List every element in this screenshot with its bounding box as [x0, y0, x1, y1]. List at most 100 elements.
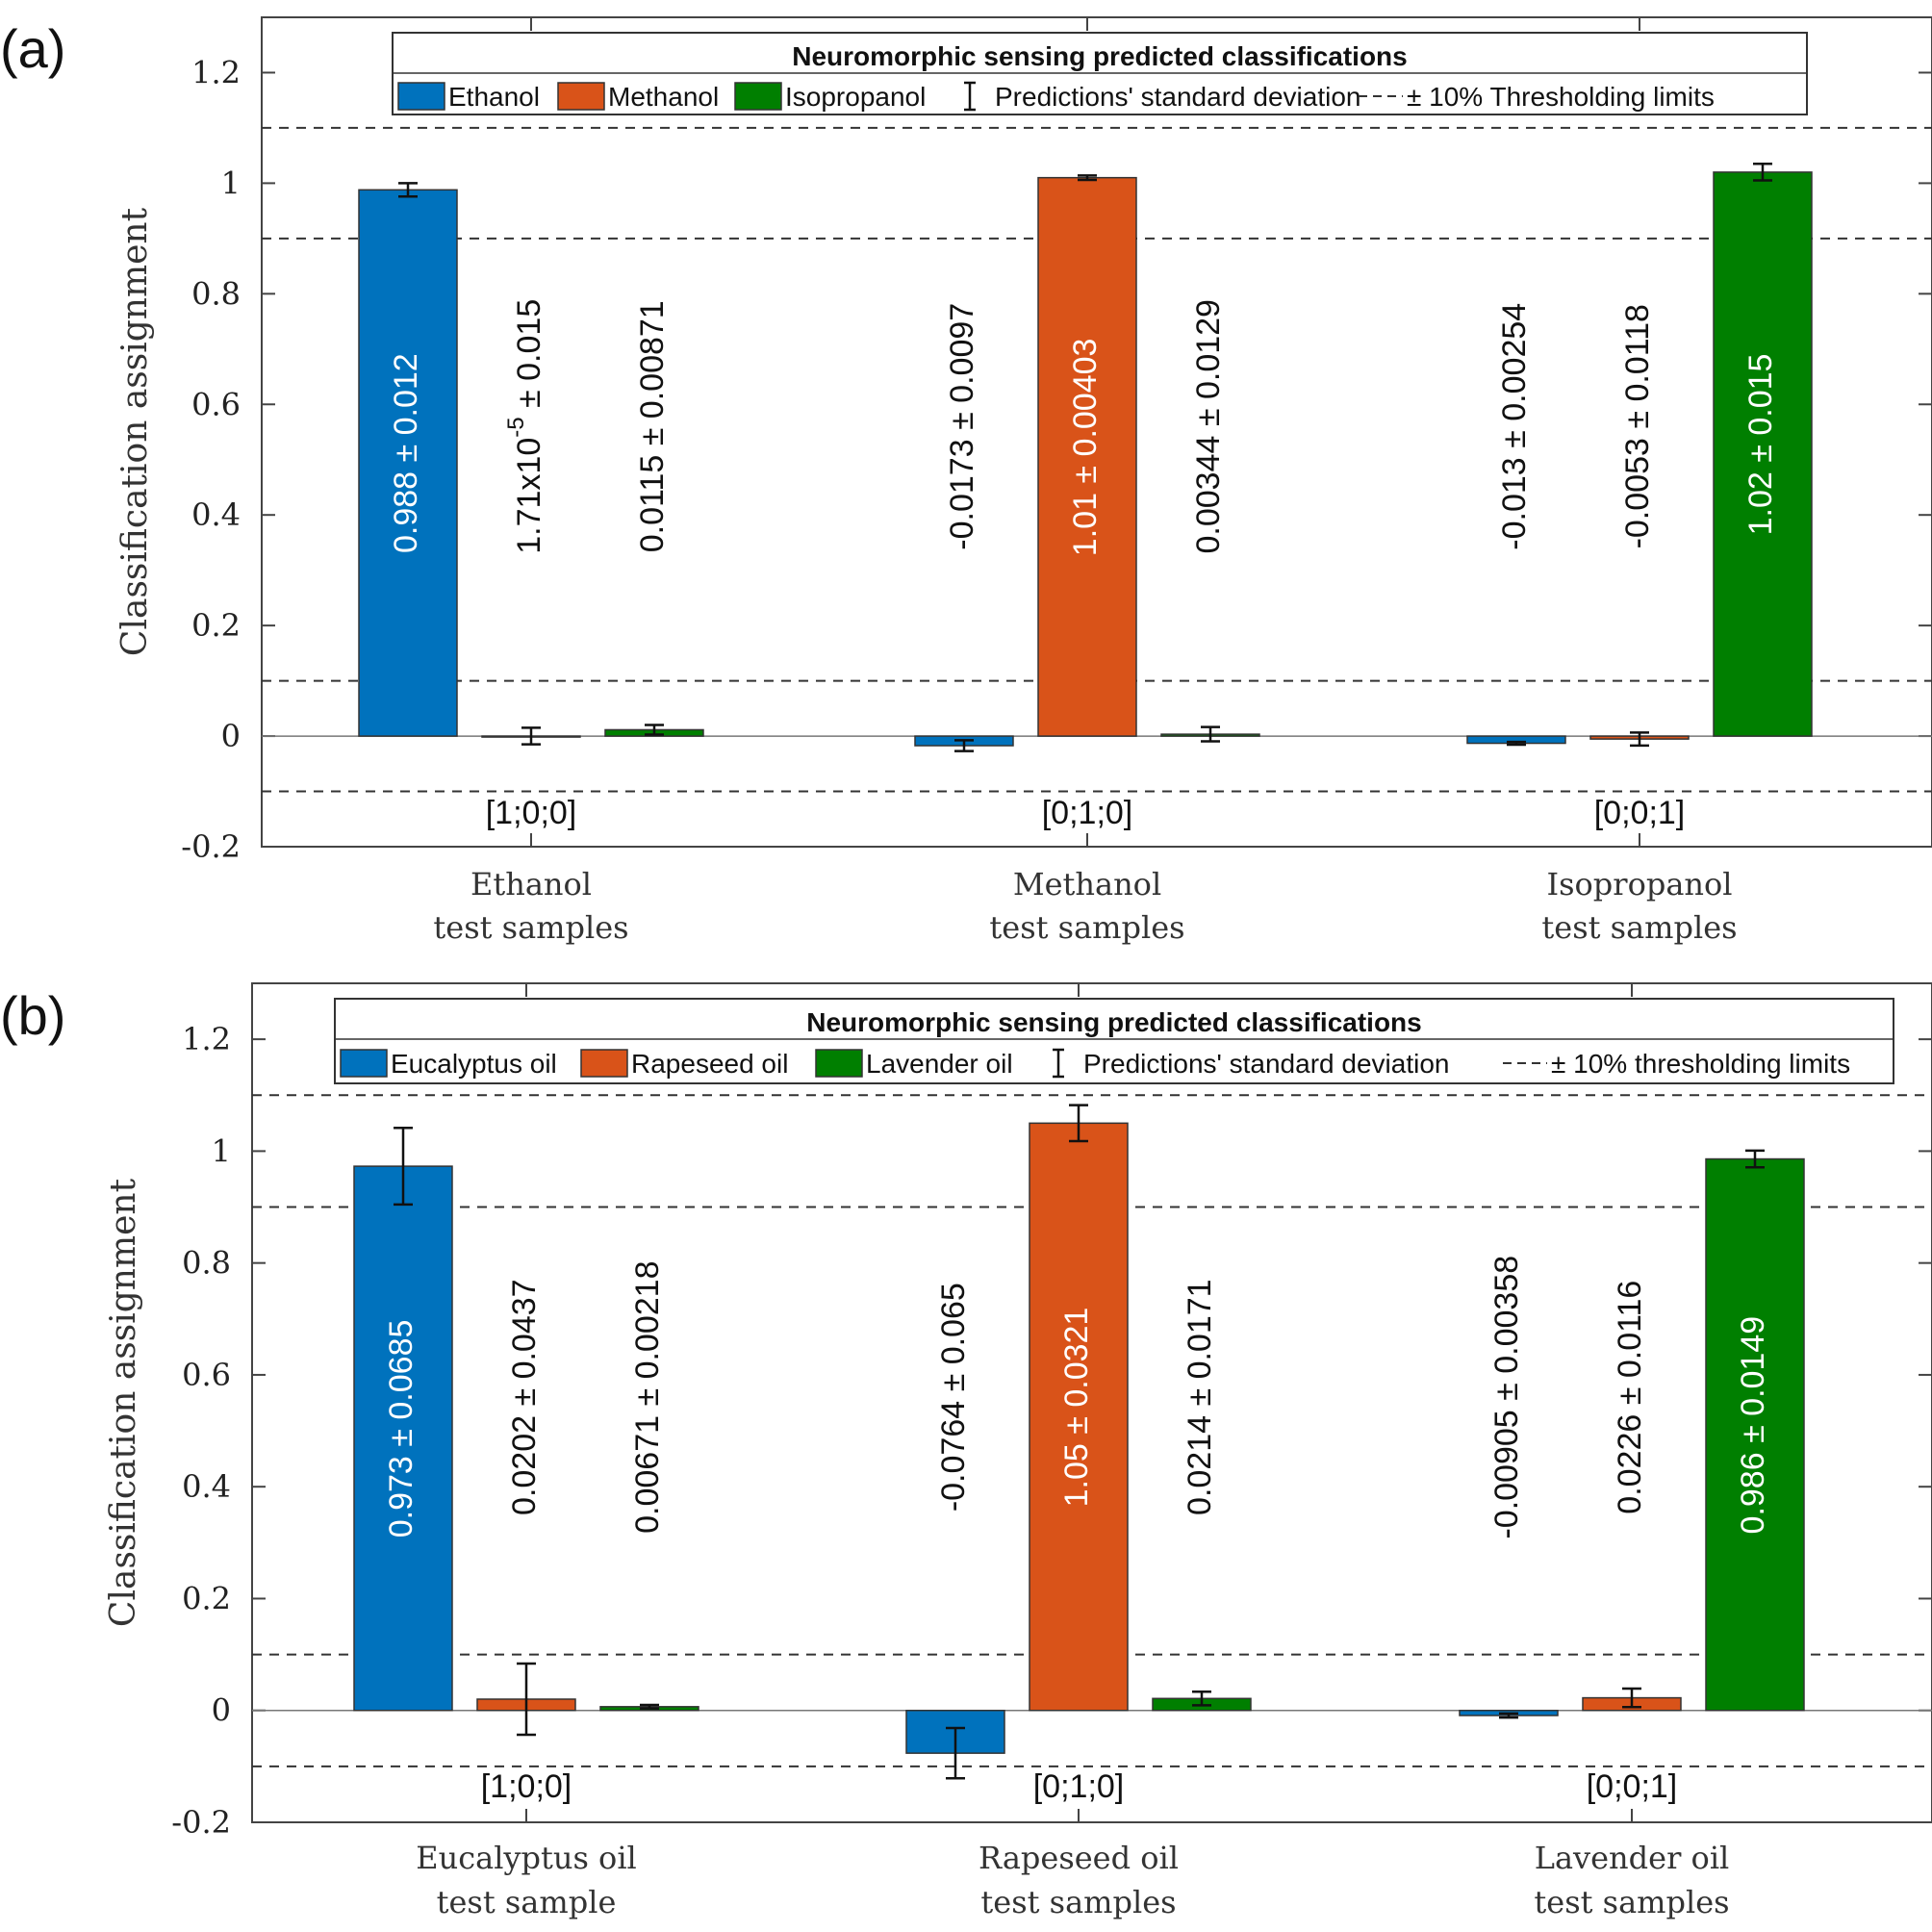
data-label: 0.0115 ± 0.00871 — [634, 300, 671, 552]
error-bar — [1201, 725, 1220, 743]
target-vector-label: [0;1;0] — [1042, 795, 1133, 831]
category-label: test samples — [1534, 1884, 1729, 1920]
legend-errorbar-icon — [964, 81, 976, 112]
legend: Neuromorphic sensing predicted classific… — [392, 32, 1808, 115]
y-tick-label: 0.6 — [182, 1357, 231, 1393]
error-bar — [1192, 1690, 1211, 1707]
legend-swatch — [557, 82, 605, 111]
chart-panel-a: (a) -0.2 0 0.2 0.4 0.6 0.8 1 1.2 Classification a… — [0, 16, 1932, 946]
legend-entry: Ethanol — [448, 82, 540, 112]
bar-eucalyptus-oil — [353, 1165, 453, 1712]
error-bar — [394, 1127, 413, 1207]
bar-lavender-oil — [1705, 1157, 1805, 1712]
category-label: Ethanol — [470, 866, 592, 902]
bar-methanol — [1037, 176, 1137, 737]
y-tick-label: 0 — [212, 1692, 231, 1729]
legend-entry: Eucalyptus oil — [391, 1049, 557, 1079]
panel-label: (a) — [0, 18, 65, 79]
category-label: Rapeseed oil — [979, 1840, 1179, 1876]
error-bar — [1630, 731, 1649, 748]
error-bar — [1745, 1149, 1765, 1169]
category-label: Lavender oil — [1535, 1840, 1730, 1876]
error-bar — [1078, 174, 1097, 182]
category-label: test samples — [989, 909, 1184, 946]
data-label: 0.0226 ± 0.0116 — [1612, 1281, 1648, 1514]
legend-errorbar-label: Predictions' standard deviation — [1083, 1049, 1449, 1079]
legend-threshold-label: ± 10% Thresholding limits — [1407, 82, 1715, 112]
error-bar — [1069, 1104, 1088, 1143]
y-tick-label: 0.8 — [191, 275, 241, 312]
target-vector-label: [0;0;1] — [1587, 1768, 1678, 1805]
target-vector-label: [1;0;0] — [481, 1768, 572, 1805]
category-label: Methanol — [1013, 866, 1161, 902]
category-label: Eucalyptus oil — [416, 1840, 637, 1876]
legend-swatch — [340, 1049, 388, 1078]
error-bar — [946, 1726, 965, 1780]
y-tick-label: 0.8 — [182, 1245, 231, 1282]
legend: Neuromorphic sensing predicted classific… — [334, 998, 1894, 1084]
y-tick-label: -0.2 — [181, 828, 241, 865]
y-tick-label: 1 — [221, 165, 241, 201]
target-vector-label: [0;1;0] — [1033, 1768, 1125, 1805]
legend-title: Neuromorphic sensing predicted classific… — [806, 1007, 1422, 1037]
chart-panel-b: (b) -0.2 0 0.2 0.4 0.6 0.8 1 1.2 Classification a… — [0, 982, 1932, 1920]
y-tick-label: 0.6 — [191, 386, 241, 422]
category-label: test samples — [1541, 909, 1737, 946]
axes-frame — [261, 16, 1932, 848]
y-tick-label: 0.2 — [191, 607, 241, 644]
data-label: -0.00905 ± 0.00358 — [1488, 1256, 1525, 1539]
legend-swatch — [815, 1049, 863, 1078]
data-label: 0.988 ± 0.012 — [388, 353, 424, 553]
error-bar — [954, 739, 974, 752]
category-label: test samples — [980, 1884, 1176, 1920]
panel-label: (b) — [0, 985, 65, 1046]
y-axis-label: Classification assignment — [104, 1178, 143, 1627]
legend-entry: Methanol — [608, 82, 719, 112]
error-bar — [1622, 1687, 1641, 1709]
legend-title: Neuromorphic sensing predicted classific… — [792, 41, 1408, 71]
bar-rapeseed-oil — [1029, 1122, 1129, 1712]
error-bar — [1499, 1712, 1518, 1719]
legend-errorbar-label: Predictions' standard deviation — [995, 82, 1360, 112]
data-label: 0.00344 ± 0.0129 — [1190, 299, 1227, 553]
category-label: test samples — [433, 909, 628, 946]
y-tick-label: 1.2 — [182, 1021, 231, 1057]
y-axis-label: Classification assignment — [115, 207, 155, 656]
data-label: 0.986 ± 0.0149 — [1735, 1316, 1771, 1535]
category-label: test sample — [437, 1884, 617, 1920]
y-tick-label: -0.2 — [171, 1804, 231, 1841]
error-bar — [398, 182, 418, 198]
axes-frame — [251, 982, 1932, 1823]
error-bar — [521, 726, 541, 746]
legend-swatch — [580, 1049, 628, 1078]
data-label: 1.71x10-5 ± 0.015 — [503, 299, 547, 554]
legend-swatch — [734, 82, 782, 111]
y-tick-label: 0.2 — [182, 1580, 231, 1616]
data-label: 1.02 ± 0.015 — [1742, 354, 1779, 536]
data-label: -0.013 ± 0.00254 — [1496, 303, 1533, 550]
error-bar — [517, 1662, 536, 1737]
data-label: 0.0214 ± 0.0171 — [1182, 1279, 1218, 1515]
data-label: -0.0053 ± 0.0118 — [1619, 304, 1656, 548]
legend-swatch — [397, 82, 445, 111]
error-bar — [645, 724, 664, 736]
y-tick-label: 1 — [212, 1132, 231, 1169]
data-label: -0.0173 ± 0.0097 — [944, 303, 980, 550]
data-label: 1.01 ± 0.00403 — [1067, 339, 1104, 557]
legend-threshold-label: ± 10% thresholding limits — [1551, 1049, 1850, 1079]
y-tick-label: 0.4 — [182, 1468, 231, 1505]
legend-errorbar-icon — [1053, 1048, 1064, 1079]
y-tick-label: 0 — [221, 718, 241, 754]
target-vector-label: [1;0;0] — [486, 795, 577, 831]
data-label: -0.0764 ± 0.065 — [935, 1283, 972, 1512]
data-label: 0.0202 ± 0.0437 — [506, 1279, 543, 1515]
error-bar — [640, 1703, 659, 1710]
data-label: 0.973 ± 0.0685 — [383, 1320, 419, 1538]
error-bar — [1753, 163, 1772, 182]
category-label: Isopropanol — [1546, 866, 1732, 902]
legend-entry: Isopropanol — [785, 82, 926, 112]
legend-entry: Rapeseed oil — [631, 1049, 788, 1079]
bar-ethanol — [358, 189, 458, 737]
y-tick-label: 1.2 — [191, 54, 241, 90]
